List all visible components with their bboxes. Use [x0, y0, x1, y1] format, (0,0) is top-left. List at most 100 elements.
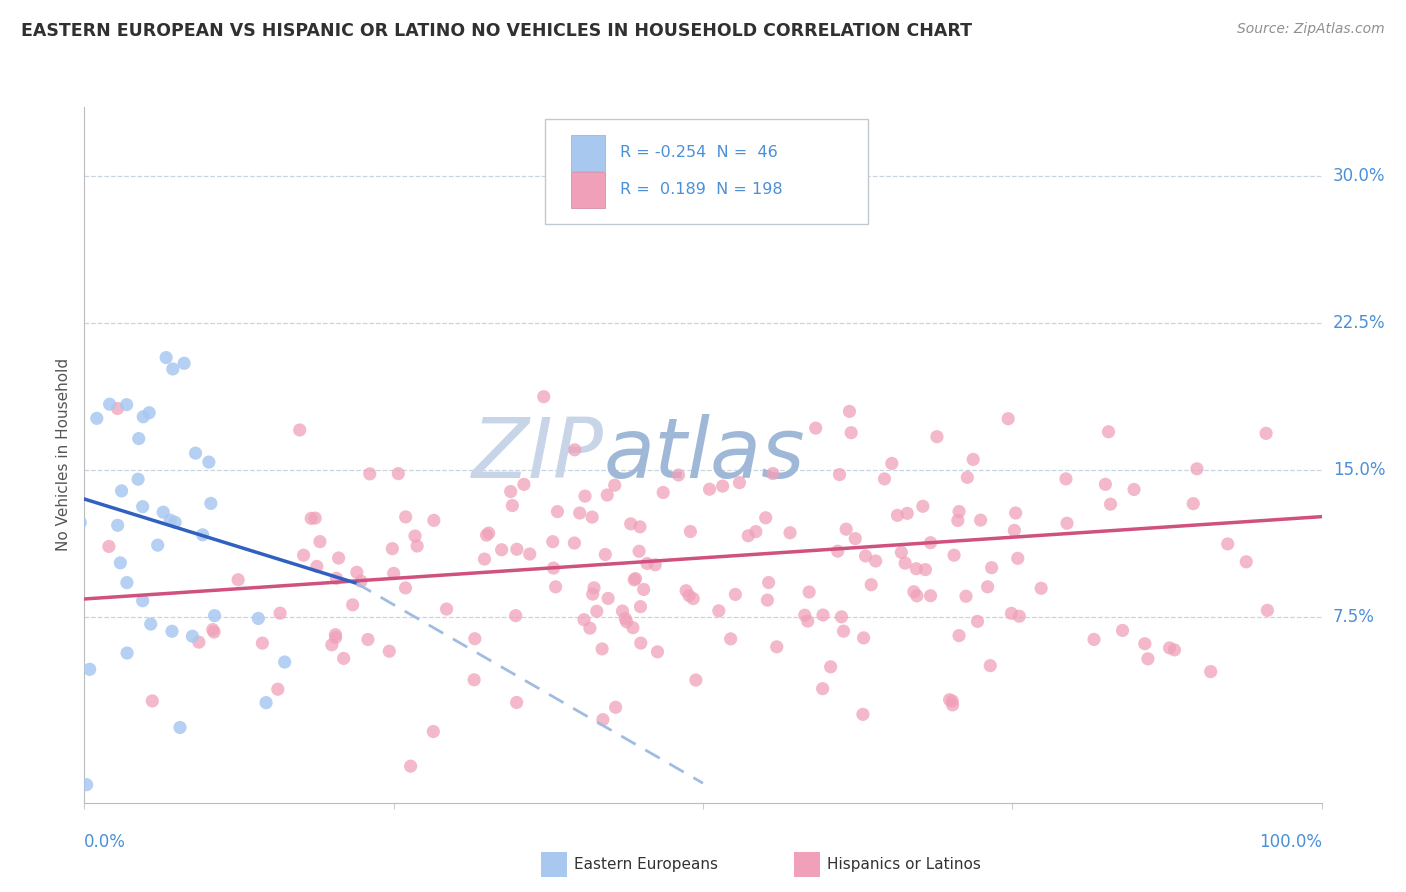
Point	[422, 724, 444, 739]
Point	[592, 713, 614, 727]
Point	[131, 593, 153, 607]
Point	[51, 587, 73, 601]
Point	[572, 613, 595, 627]
Point	[544, 580, 567, 594]
Point	[605, 700, 627, 714]
Point	[533, 390, 555, 404]
Point	[359, 467, 381, 481]
Point	[852, 631, 875, 645]
Point	[1000, 607, 1022, 621]
Point	[830, 610, 852, 624]
Point	[506, 542, 529, 557]
Point	[69, 516, 91, 530]
Point	[1056, 516, 1078, 531]
Point	[273, 655, 295, 669]
Point	[342, 598, 364, 612]
Point	[685, 673, 707, 687]
Point	[226, 573, 249, 587]
Point	[793, 608, 815, 623]
Point	[1354, 509, 1376, 524]
Point	[896, 507, 918, 521]
Point	[644, 558, 666, 572]
Point	[942, 698, 965, 712]
Point	[943, 548, 966, 562]
Point	[267, 682, 290, 697]
Point	[58, 612, 80, 626]
Text: 0.0%: 0.0%	[84, 833, 127, 851]
Point	[811, 608, 834, 623]
Point	[505, 608, 527, 623]
Point	[110, 556, 132, 570]
Point	[865, 554, 887, 568]
Point	[475, 528, 498, 542]
Point	[173, 356, 195, 370]
Point	[1029, 581, 1052, 595]
Point	[299, 511, 322, 525]
Point	[46, 486, 69, 500]
Point	[139, 617, 162, 632]
Point	[1111, 624, 1133, 638]
Point	[474, 552, 496, 566]
Point	[724, 587, 747, 601]
Point	[630, 636, 652, 650]
Point	[76, 778, 98, 792]
Point	[711, 479, 734, 493]
Point	[155, 351, 177, 365]
Point	[1054, 472, 1077, 486]
Point	[946, 513, 969, 527]
Point	[49, 678, 72, 692]
Point	[1254, 426, 1277, 441]
Point	[582, 587, 605, 601]
Point	[679, 524, 702, 539]
Point	[1094, 477, 1116, 491]
Point	[543, 561, 565, 575]
Point	[860, 577, 883, 591]
Point	[903, 584, 925, 599]
Point	[491, 542, 513, 557]
Point	[969, 513, 991, 527]
Point	[204, 608, 226, 623]
Point	[51, 321, 73, 335]
Point	[762, 467, 785, 481]
Point	[1199, 665, 1222, 679]
Point	[1099, 497, 1122, 511]
Point	[980, 560, 1002, 574]
Point	[583, 581, 606, 595]
Text: EASTERN EUROPEAN VS HISPANIC OR LATINO NO VEHICLES IN HOUSEHOLD CORRELATION CHAR: EASTERN EUROPEAN VS HISPANIC OR LATINO N…	[21, 22, 972, 40]
Point	[146, 538, 169, 552]
Point	[132, 409, 155, 424]
Point	[737, 529, 759, 543]
Point	[382, 566, 405, 581]
Point	[668, 468, 690, 483]
Point	[30, 554, 52, 568]
Point	[513, 477, 536, 491]
Point	[181, 629, 204, 643]
Text: atlas: atlas	[605, 415, 806, 495]
Point	[325, 631, 347, 645]
Point	[98, 397, 121, 411]
Point	[269, 606, 291, 620]
Point	[141, 694, 163, 708]
Point	[309, 534, 332, 549]
Point	[997, 411, 1019, 425]
Point	[14, 551, 37, 566]
Point	[332, 651, 354, 665]
Point	[198, 455, 221, 469]
Point	[905, 562, 928, 576]
Point	[499, 484, 522, 499]
Point	[292, 548, 315, 562]
Point	[612, 604, 634, 618]
Point	[463, 673, 485, 687]
Point	[501, 499, 523, 513]
Point	[1159, 640, 1181, 655]
Point	[107, 401, 129, 416]
Point	[839, 425, 862, 440]
Point	[201, 623, 224, 637]
Point	[107, 878, 129, 892]
Point	[1163, 643, 1185, 657]
Point	[595, 548, 617, 562]
Point	[406, 539, 429, 553]
Point	[628, 520, 651, 534]
Point	[346, 566, 368, 580]
Point	[423, 513, 446, 527]
